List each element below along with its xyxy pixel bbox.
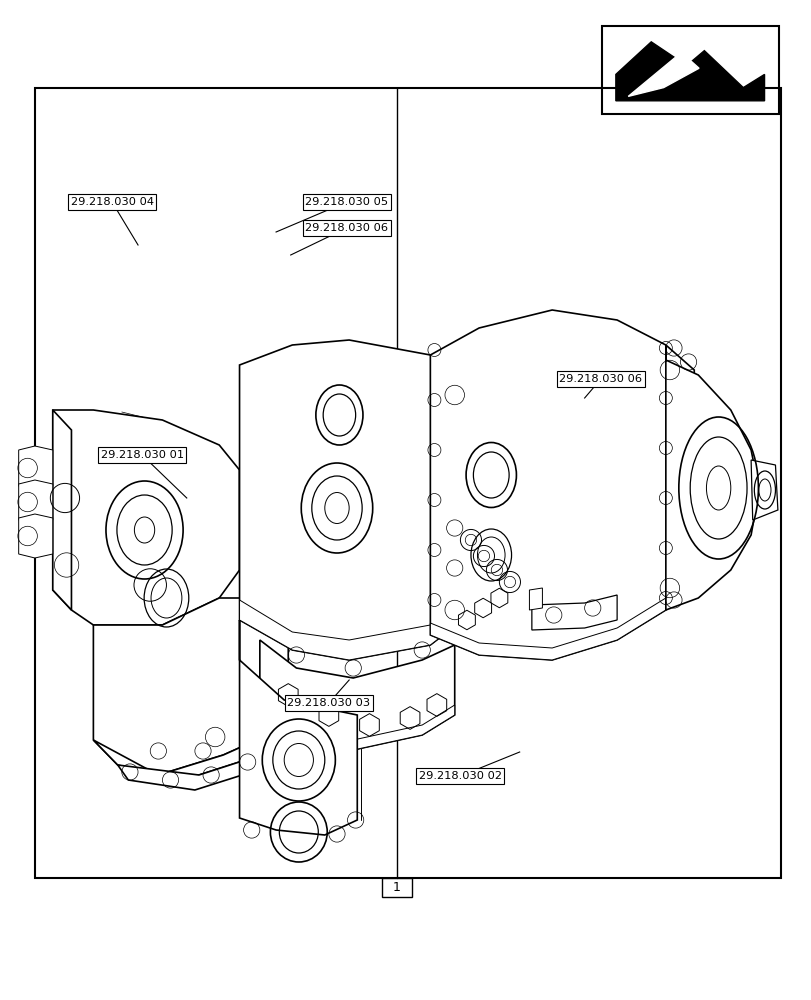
Polygon shape xyxy=(19,446,53,490)
Polygon shape xyxy=(430,598,665,660)
Polygon shape xyxy=(19,480,53,524)
Polygon shape xyxy=(750,460,777,520)
Text: 29.218.030 02: 29.218.030 02 xyxy=(418,771,501,781)
Polygon shape xyxy=(19,514,53,558)
Polygon shape xyxy=(615,42,764,101)
Polygon shape xyxy=(531,595,616,630)
Polygon shape xyxy=(239,340,462,660)
Polygon shape xyxy=(430,310,693,660)
Polygon shape xyxy=(529,588,542,610)
Polygon shape xyxy=(260,640,454,750)
Polygon shape xyxy=(93,710,288,775)
Polygon shape xyxy=(665,345,758,610)
Text: 29.218.030 06: 29.218.030 06 xyxy=(305,223,388,233)
Polygon shape xyxy=(239,600,462,660)
Text: 29.218.030 06: 29.218.030 06 xyxy=(559,374,642,384)
Polygon shape xyxy=(628,52,698,96)
Text: 29.218.030 04: 29.218.030 04 xyxy=(71,197,153,207)
Polygon shape xyxy=(53,410,71,610)
Text: 29.218.030 01: 29.218.030 01 xyxy=(101,450,183,460)
Polygon shape xyxy=(260,700,454,750)
Polygon shape xyxy=(239,445,316,570)
Text: 29.218.030 03: 29.218.030 03 xyxy=(287,698,370,708)
Polygon shape xyxy=(118,740,288,790)
Text: 1: 1 xyxy=(393,881,401,894)
Polygon shape xyxy=(53,410,239,625)
Polygon shape xyxy=(93,598,288,775)
Polygon shape xyxy=(239,620,357,835)
Text: 29.218.030 05: 29.218.030 05 xyxy=(305,197,388,207)
